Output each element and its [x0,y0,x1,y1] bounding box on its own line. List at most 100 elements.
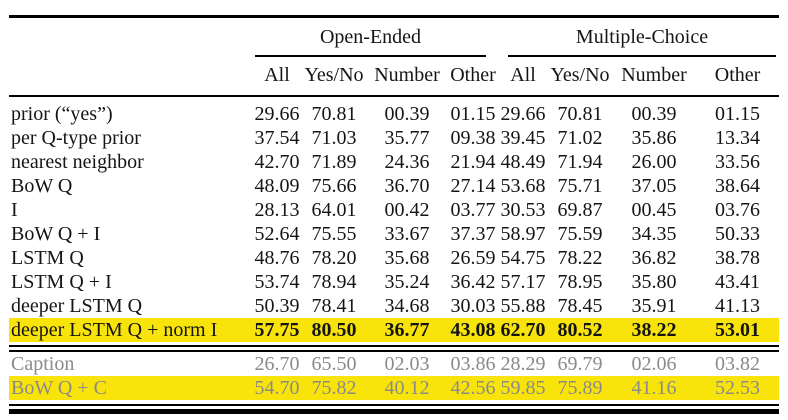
cell-value: 38.64 [715,175,761,197]
cell-value: 02.06 [631,353,677,375]
cell-value: 33.67 [384,223,430,245]
double-rule [9,345,780,352]
cell-value: 75.89 [557,377,603,399]
table-bottom-thick-rule [9,409,779,414]
row-label: LSTM Q [11,247,84,269]
cell-value: 57.75 [254,319,300,341]
table-row: per Q-type prior 37.54 71.03 35.77 09.38 39.4… [9,126,779,150]
cell-value: 38.78 [715,247,761,269]
col-header-other-mc: Other [696,57,780,97]
col-header-other-oe: Other [448,57,499,97]
table-top-rule [9,15,779,18]
cell-value: 43.08 [450,319,496,341]
cell-value: 34.35 [631,223,677,245]
table-row: I 28.13 64.01 00.42 03.77 30.53 69.87 00.45 03.7… [9,198,779,222]
cell-value: 02.03 [384,353,430,375]
vqa-results-table: Open-Ended Multiple-Choice All Yes/No Nu… [9,18,780,400]
cell-value: 28.29 [500,353,546,375]
cell-value: 58.97 [500,223,546,245]
cell-value: 48.76 [254,247,300,269]
cell-value: 26.70 [254,353,300,375]
row-label: Caption [11,353,75,375]
cell-value: 48.09 [254,175,300,197]
col-header-yesno-mc: Yes/No [548,57,613,97]
cell-value: 13.34 [715,127,761,149]
cell-value: 36.42 [450,271,496,293]
group-header-label: Open-Ended [255,18,487,57]
table-bottom-thin-rule [9,404,779,406]
cell-value: 54.75 [500,247,546,269]
col-header-all-oe: All [252,57,302,97]
cell-value: 01.15 [450,103,496,125]
cell-value: 69.79 [557,353,603,375]
table-row: prior (“yes”) 29.66 70.81 00.39 01.15 29.66 70… [9,96,779,126]
cell-value: 00.42 [384,199,430,221]
table-row: LSTM Q 48.76 78.20 35.68 26.59 54.75 78.22 36.8… [9,246,779,270]
cell-value: 71.94 [557,151,603,173]
cell-value: 03.76 [715,199,761,221]
cell-value: 30.03 [450,295,496,317]
cell-value: 30.53 [500,199,546,221]
cell-value: 78.22 [557,247,603,269]
cell-value: 53.01 [715,319,761,341]
cell-value: 53.68 [500,175,546,197]
cell-value: 52.53 [715,377,761,399]
cell-value: 36.77 [384,319,430,341]
cell-value: 78.94 [311,271,357,293]
cell-value: 09.38 [450,127,496,149]
empty-corner-cell [9,18,252,57]
cell-value: 71.02 [557,127,603,149]
table-row: BoW Q + I 52.64 75.55 33.67 37.37 58.97 75.59 3… [9,222,779,246]
table-row: Caption 26.70 65.50 02.03 03.86 28.29 69.79 02.… [9,352,779,376]
cell-value: 03.82 [715,353,761,375]
cell-value: 54.70 [254,377,300,399]
cell-value: 41.13 [715,295,761,317]
cell-value: 35.86 [631,127,677,149]
row-label: deeper LSTM Q [11,295,143,317]
row-label: prior (“yes”) [11,103,113,125]
cell-value: 43.41 [715,271,761,293]
row-label: BoW Q + I [11,223,101,245]
cell-value: 26.00 [631,151,677,173]
row-label: BoW Q + C [11,377,107,399]
row-label: BoW Q [11,175,73,197]
table-separator [9,342,780,352]
table-body-footer: Caption 26.70 65.50 02.03 03.86 28.29 69.79 02.… [9,352,780,400]
cell-value: 35.80 [631,271,677,293]
cell-value: 36.70 [384,175,430,197]
cell-value: 39.45 [500,127,546,149]
cell-value: 41.16 [631,377,677,399]
cell-value: 70.81 [557,103,603,125]
cell-value: 53.74 [254,271,300,293]
cell-value: 00.39 [384,103,430,125]
separator-row [9,342,780,352]
cell-value: 35.68 [384,247,430,269]
cell-value: 24.36 [384,151,430,173]
cell-value: 03.77 [450,199,496,221]
col-header-number-oe: Number [366,57,448,97]
cell-value: 35.24 [384,271,430,293]
table-row: deeper LSTM Q + norm I 57.75 80.50 36.77 43.… [9,318,780,342]
cell-value: 78.41 [311,295,357,317]
table-row: BoW Q 48.09 75.66 36.70 27.14 53.68 75.71 37.05… [9,174,779,198]
group-header-open-ended: Open-Ended [252,18,498,57]
cell-value: 00.45 [631,199,677,221]
row-label: nearest neighbor [11,151,144,173]
cell-value: 75.59 [557,223,603,245]
cell-value: 35.77 [384,127,430,149]
cell-value: 35.91 [631,295,677,317]
cell-value: 29.66 [254,103,300,125]
group-header-label: Multiple-Choice [508,18,777,57]
col-header-yesno-oe: Yes/No [302,57,366,97]
cell-value: 42.70 [254,151,300,173]
cell-value: 48.49 [500,151,546,173]
table-body-main: prior (“yes”) 29.66 70.81 00.39 01.15 29.66 70… [9,96,780,342]
cell-value: 38.22 [631,319,677,341]
table-row: LSTM Q + I 53.74 78.94 35.24 36.42 57.17 78.95… [9,270,779,294]
cell-value: 78.95 [557,271,603,293]
col-header-all-mc: All [498,57,549,97]
cell-value: 55.88 [500,295,546,317]
row-label: deeper LSTM Q + norm I [11,319,218,341]
cell-value: 26.59 [450,247,496,269]
